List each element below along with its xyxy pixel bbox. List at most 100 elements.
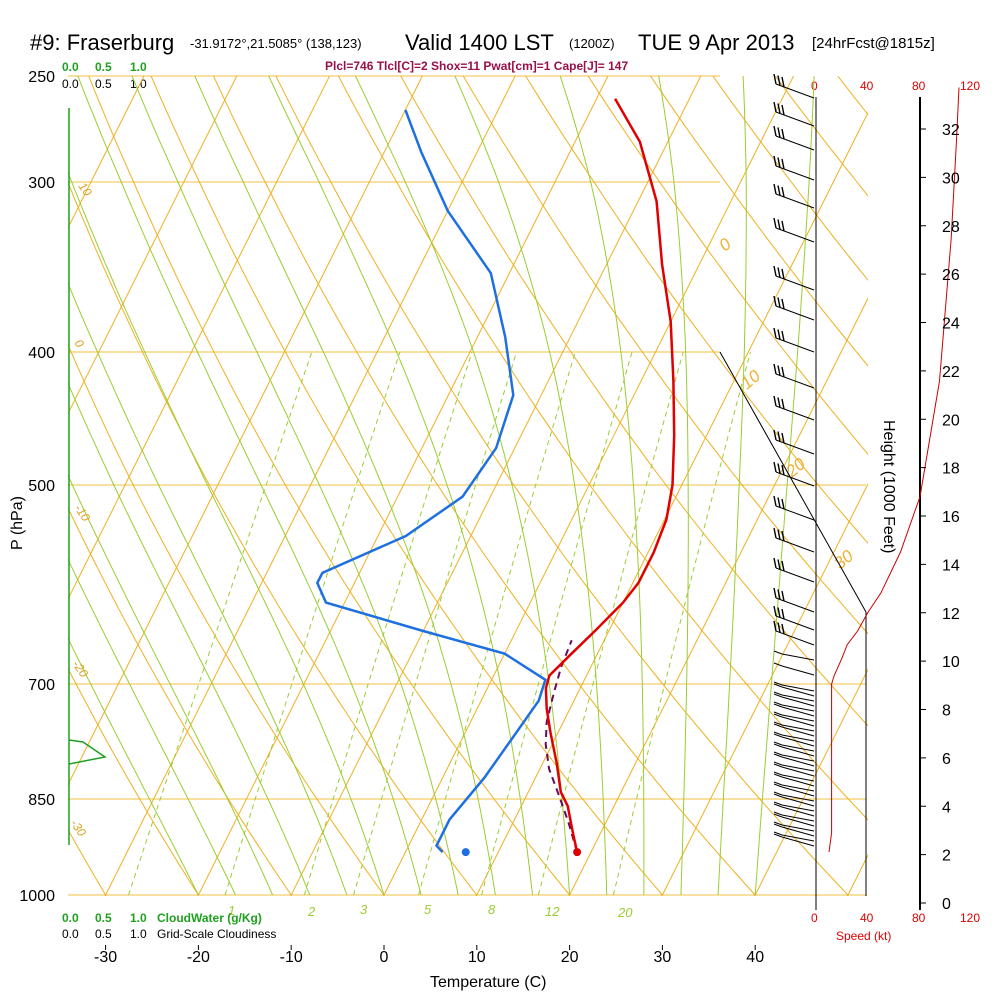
wind-barb-flag xyxy=(777,219,781,230)
wind-barb-staff xyxy=(781,686,815,697)
wind-barb-flag xyxy=(777,157,781,168)
wind-barb-feather xyxy=(773,662,783,667)
mixing-ratio-label-3: 3 xyxy=(360,902,368,917)
wind-barb-flag xyxy=(773,363,777,375)
wind-barb-flag xyxy=(781,220,785,232)
wind-barb-flag xyxy=(777,497,781,508)
speed-tick-top-3: 120 xyxy=(960,79,980,93)
wind-barb-feather xyxy=(773,751,783,756)
wind-barb-flag xyxy=(773,155,777,167)
wind-barb-flag xyxy=(773,429,777,441)
speed-axis-label: Speed (kt) xyxy=(836,929,891,943)
dry-adiabat xyxy=(337,76,868,821)
isotherm xyxy=(475,111,868,896)
p-tick-label: 700 xyxy=(28,677,55,694)
mixing-ratio-line xyxy=(481,351,633,896)
mixing-ratio-label-5: 5 xyxy=(424,902,432,917)
mixing-ratio-grid xyxy=(128,351,751,896)
forecast-date: TUE 9 Apr 2013 xyxy=(638,30,795,55)
wind-barb-staff xyxy=(775,567,815,583)
height-tick-label: 26 xyxy=(942,267,960,284)
wind-barb-flag xyxy=(773,265,777,277)
moist-adiabat xyxy=(559,76,645,895)
wind-barb-feather xyxy=(773,761,783,766)
wind-barb-feather xyxy=(773,650,783,655)
height-tick-label: 30 xyxy=(942,170,960,187)
wind-barb-feather xyxy=(773,773,783,778)
wind-barb-feather xyxy=(773,753,783,758)
wind-barb-flag xyxy=(773,587,777,599)
mixing-ratio-label-2: 2 xyxy=(307,904,316,919)
mixing-ratio-label-20: 20 xyxy=(617,905,633,920)
wind-barb-staff xyxy=(775,615,815,631)
wind-barb-flag xyxy=(773,101,777,113)
wind-barb-flag xyxy=(777,431,781,442)
height-tick-label: 24 xyxy=(942,316,960,333)
wind-barb-staff xyxy=(775,227,815,243)
wind-barb-feather xyxy=(773,783,783,788)
moist-adiabat xyxy=(68,637,199,896)
isotherm xyxy=(68,76,331,601)
wind-barb-feather xyxy=(773,801,783,806)
isotherm xyxy=(754,668,868,896)
wind-barb-feather xyxy=(773,743,783,748)
stability-parameters: Plcl=746 Tlcl[C]=2 Shox=11 Pwat[cm]=1 Ca… xyxy=(325,59,628,73)
dry-adiabat xyxy=(68,181,478,896)
speed-tick-top-0: 0 xyxy=(811,79,818,93)
wind-barb-feather xyxy=(773,811,783,816)
cloudwater-tick-top-2: 1.0 xyxy=(130,60,147,74)
wind-barb-flag xyxy=(773,605,777,617)
moist-adiabat xyxy=(68,382,311,896)
wind-barb-feather xyxy=(773,733,783,738)
moist-adiabat xyxy=(454,76,608,896)
wind-barb-feather xyxy=(773,823,783,828)
valid-time: Valid 1400 LST xyxy=(405,30,554,55)
wind-barb-staff xyxy=(781,836,815,847)
x-tick-label: 0 xyxy=(380,949,389,966)
wind-barb-flag xyxy=(781,590,785,602)
wind-barb-staff xyxy=(781,804,815,812)
wind-barb-staff xyxy=(781,746,815,757)
wind-barb-feather xyxy=(773,803,783,808)
p-tick-label: 300 xyxy=(28,175,55,192)
x-tick-label: -20 xyxy=(187,949,210,966)
wind-barb-flag xyxy=(773,183,777,195)
dry-adiabat-label-0: 0 xyxy=(72,337,87,351)
wind-barb-staff xyxy=(775,83,815,99)
x-tick-label: -30 xyxy=(94,949,117,966)
wind-barb-staff xyxy=(781,834,815,842)
speed-tick-top-2: 80 xyxy=(912,79,926,93)
speed-tick-bottom-3: 120 xyxy=(960,911,980,925)
wind-barb-staff xyxy=(775,405,815,421)
station-coords: -31.9172°,21.5085° (138,123) xyxy=(190,36,362,51)
height-tick-label: 4 xyxy=(942,799,951,816)
wind-barb-staff xyxy=(775,597,815,613)
wind-barb-flag xyxy=(777,589,781,600)
wind-barb-flag xyxy=(777,267,781,278)
wind-barb-staff xyxy=(775,135,815,151)
height-tick-label: 8 xyxy=(942,703,951,720)
wind-barb-feather xyxy=(773,793,783,798)
mixing-ratio-line xyxy=(612,351,751,896)
wind-barb-staff xyxy=(775,505,815,521)
wind-barb-staff xyxy=(775,537,815,553)
height-tick-label: 14 xyxy=(942,557,960,574)
p-tick-label: 250 xyxy=(28,69,55,86)
wind-barb-feather xyxy=(773,701,783,706)
wind-barb-feather xyxy=(773,821,783,826)
moist-adiabat xyxy=(68,282,348,896)
wind-barb-staff xyxy=(781,653,815,661)
dry-adiabat xyxy=(587,76,868,455)
wind-barb-flag xyxy=(781,530,785,542)
wind-barb-staff xyxy=(781,814,815,822)
wind-barb-staff xyxy=(775,337,815,353)
wind-barb-staff xyxy=(781,784,815,792)
wind-barb-feather xyxy=(773,683,783,688)
wind-barb-flag xyxy=(773,125,777,137)
cloudiness-tick-top-1: 0.5 xyxy=(95,77,112,91)
wind-barb-flag xyxy=(781,128,785,140)
temperature-line xyxy=(544,98,676,853)
wind-barb-flag xyxy=(773,217,777,229)
cloudwater-tick-bottom-2: 1.0 xyxy=(130,911,147,925)
height-tick-label: 2 xyxy=(942,848,951,865)
